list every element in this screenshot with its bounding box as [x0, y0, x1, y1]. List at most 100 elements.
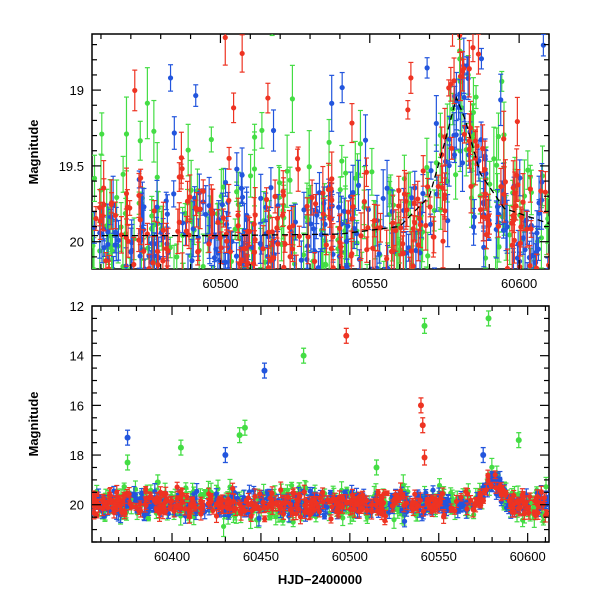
data-point	[237, 307, 242, 312]
data-point	[107, 277, 112, 282]
data-point	[138, 314, 143, 319]
data-point	[275, 241, 280, 246]
data-point	[138, 138, 143, 143]
data-point	[292, 284, 297, 289]
data-point	[453, 172, 458, 177]
data-point	[119, 232, 124, 237]
data-point	[482, 167, 487, 172]
data-point	[295, 156, 300, 161]
outlier-point	[125, 460, 131, 466]
data-point	[533, 319, 538, 324]
data-point	[256, 294, 261, 299]
data-point	[346, 209, 351, 214]
outlier-point	[374, 464, 380, 470]
data-point	[491, 156, 496, 161]
data-point	[270, 19, 275, 24]
top-data-points	[90, 3, 551, 356]
data-point	[399, 293, 404, 298]
data-point	[443, 159, 448, 164]
data-point	[312, 259, 317, 264]
data-point	[221, 215, 226, 220]
data-point	[442, 208, 447, 213]
data-point	[358, 141, 363, 146]
data-point	[515, 119, 520, 124]
data-point	[234, 189, 239, 194]
data-point	[483, 191, 488, 196]
data-point	[349, 297, 354, 302]
data-point	[265, 254, 270, 259]
data-point	[363, 138, 368, 143]
data-point	[124, 131, 129, 136]
data-point	[489, 465, 494, 470]
data-point	[476, 51, 481, 56]
data-point	[264, 197, 269, 202]
data-point	[358, 233, 363, 238]
data-point	[175, 229, 180, 234]
data-point	[412, 200, 417, 205]
data-point	[362, 199, 367, 204]
data-point	[280, 213, 285, 218]
data-point	[252, 222, 257, 227]
data-point	[294, 270, 299, 275]
data-point	[206, 241, 211, 246]
data-point	[125, 239, 130, 244]
data-point	[428, 168, 433, 173]
data-point	[398, 225, 403, 230]
data-point	[313, 201, 318, 206]
x-tick-label: 60500	[202, 276, 238, 291]
data-point	[344, 264, 349, 269]
outlier-point	[178, 445, 184, 451]
data-point	[344, 239, 349, 244]
data-point	[252, 135, 257, 140]
data-point	[461, 66, 466, 71]
data-point	[155, 249, 160, 254]
data-point	[338, 187, 343, 192]
data-point	[496, 224, 501, 229]
data-point	[460, 160, 465, 165]
data-point	[511, 218, 516, 223]
data-point	[93, 216, 98, 221]
data-point	[231, 105, 236, 110]
data-point	[393, 228, 398, 233]
data-point	[161, 228, 166, 233]
data-point	[505, 266, 510, 271]
data-point	[310, 195, 315, 200]
data-point	[107, 271, 112, 276]
data-point	[186, 147, 191, 152]
data-point	[128, 278, 133, 283]
data-point	[337, 240, 342, 245]
data-point	[520, 200, 525, 205]
data-point	[395, 298, 400, 303]
data-point	[351, 204, 356, 209]
data-point	[94, 283, 99, 288]
data-point	[270, 276, 275, 281]
data-point	[345, 294, 350, 299]
data-point	[402, 191, 407, 196]
data-point	[160, 258, 165, 263]
data-point	[479, 56, 484, 61]
data-point	[191, 298, 196, 303]
data-point	[124, 191, 129, 196]
data-point	[168, 75, 173, 80]
data-point	[101, 310, 106, 315]
data-point	[403, 274, 408, 279]
data-point	[296, 167, 301, 172]
data-point	[288, 254, 293, 259]
data-point	[113, 213, 118, 218]
data-point	[156, 262, 161, 267]
data-point	[400, 241, 405, 246]
data-point	[258, 196, 263, 201]
data-point	[101, 185, 106, 190]
data-point	[239, 172, 244, 177]
data-point	[452, 152, 457, 157]
data-point	[404, 207, 409, 212]
data-point	[99, 131, 104, 136]
top-y-axis-label: Magnitude	[26, 120, 41, 185]
data-point	[370, 246, 375, 251]
data-point	[408, 75, 413, 80]
data-point	[405, 107, 410, 112]
data-point	[251, 261, 256, 266]
data-point	[343, 170, 348, 175]
data-point	[336, 205, 341, 210]
outlier-point	[422, 323, 428, 329]
